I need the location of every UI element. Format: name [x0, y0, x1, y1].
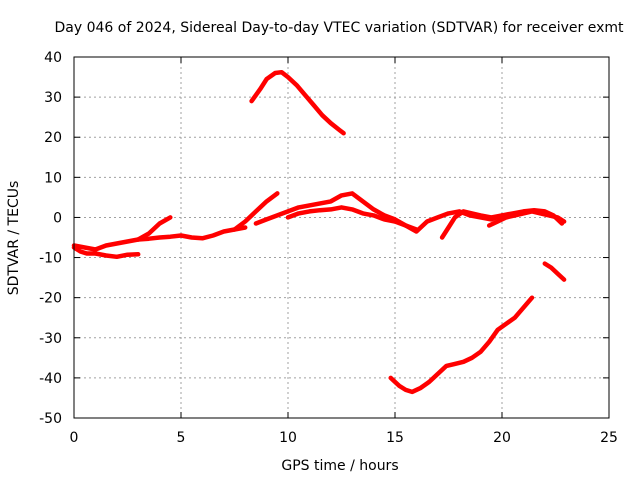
series-line-arc-1 [71, 245, 141, 260]
series-line-arc-7 [249, 69, 346, 136]
x-tick-label: 15 [386, 430, 404, 446]
series-line-arc-2 [71, 225, 248, 252]
series-line-arc-5 [253, 191, 419, 232]
series-line-arc-9 [439, 207, 565, 240]
series-layer [71, 69, 567, 395]
x-tick-label: 10 [279, 430, 297, 446]
x-tick-label: 5 [177, 430, 186, 446]
series-line-arc-8 [388, 295, 535, 395]
y-axis-label: SDTVAR / TECUs [6, 181, 22, 296]
y-tick-label: 10 [44, 170, 62, 186]
y-tick-label: -10 [39, 251, 62, 267]
y-tick-label: 0 [53, 210, 62, 226]
y-tick-label: 40 [44, 50, 62, 66]
x-tick-label: 0 [70, 430, 79, 446]
tick-marks [73, 56, 610, 419]
y-tick-label: 20 [44, 130, 62, 146]
y-tick-label: -30 [39, 331, 62, 347]
series-line-arc-3 [135, 215, 173, 242]
series-line-arc-10 [486, 209, 567, 228]
grid-lines [74, 57, 609, 418]
series-line-arc-4 [232, 191, 280, 232]
chart-title: Day 046 of 2024, Sidereal Day-to-day VTE… [55, 20, 625, 36]
x-axis-label: GPS time / hours [281, 458, 398, 474]
x-tick-label: 25 [600, 430, 618, 446]
plot-frame [73, 56, 610, 419]
y-tick-label: -40 [39, 371, 62, 387]
y-tick-labels: -50 -40 -30 -20 -10 0 10 20 30 40 [39, 50, 62, 427]
y-tick-label: -50 [39, 411, 62, 427]
x-tick-label: 20 [493, 430, 511, 446]
x-tick-labels: 0 5 10 15 20 25 [70, 430, 618, 446]
y-tick-label: 30 [44, 90, 62, 106]
series-line-arc-11 [542, 261, 567, 282]
y-tick-label: -20 [39, 291, 62, 307]
